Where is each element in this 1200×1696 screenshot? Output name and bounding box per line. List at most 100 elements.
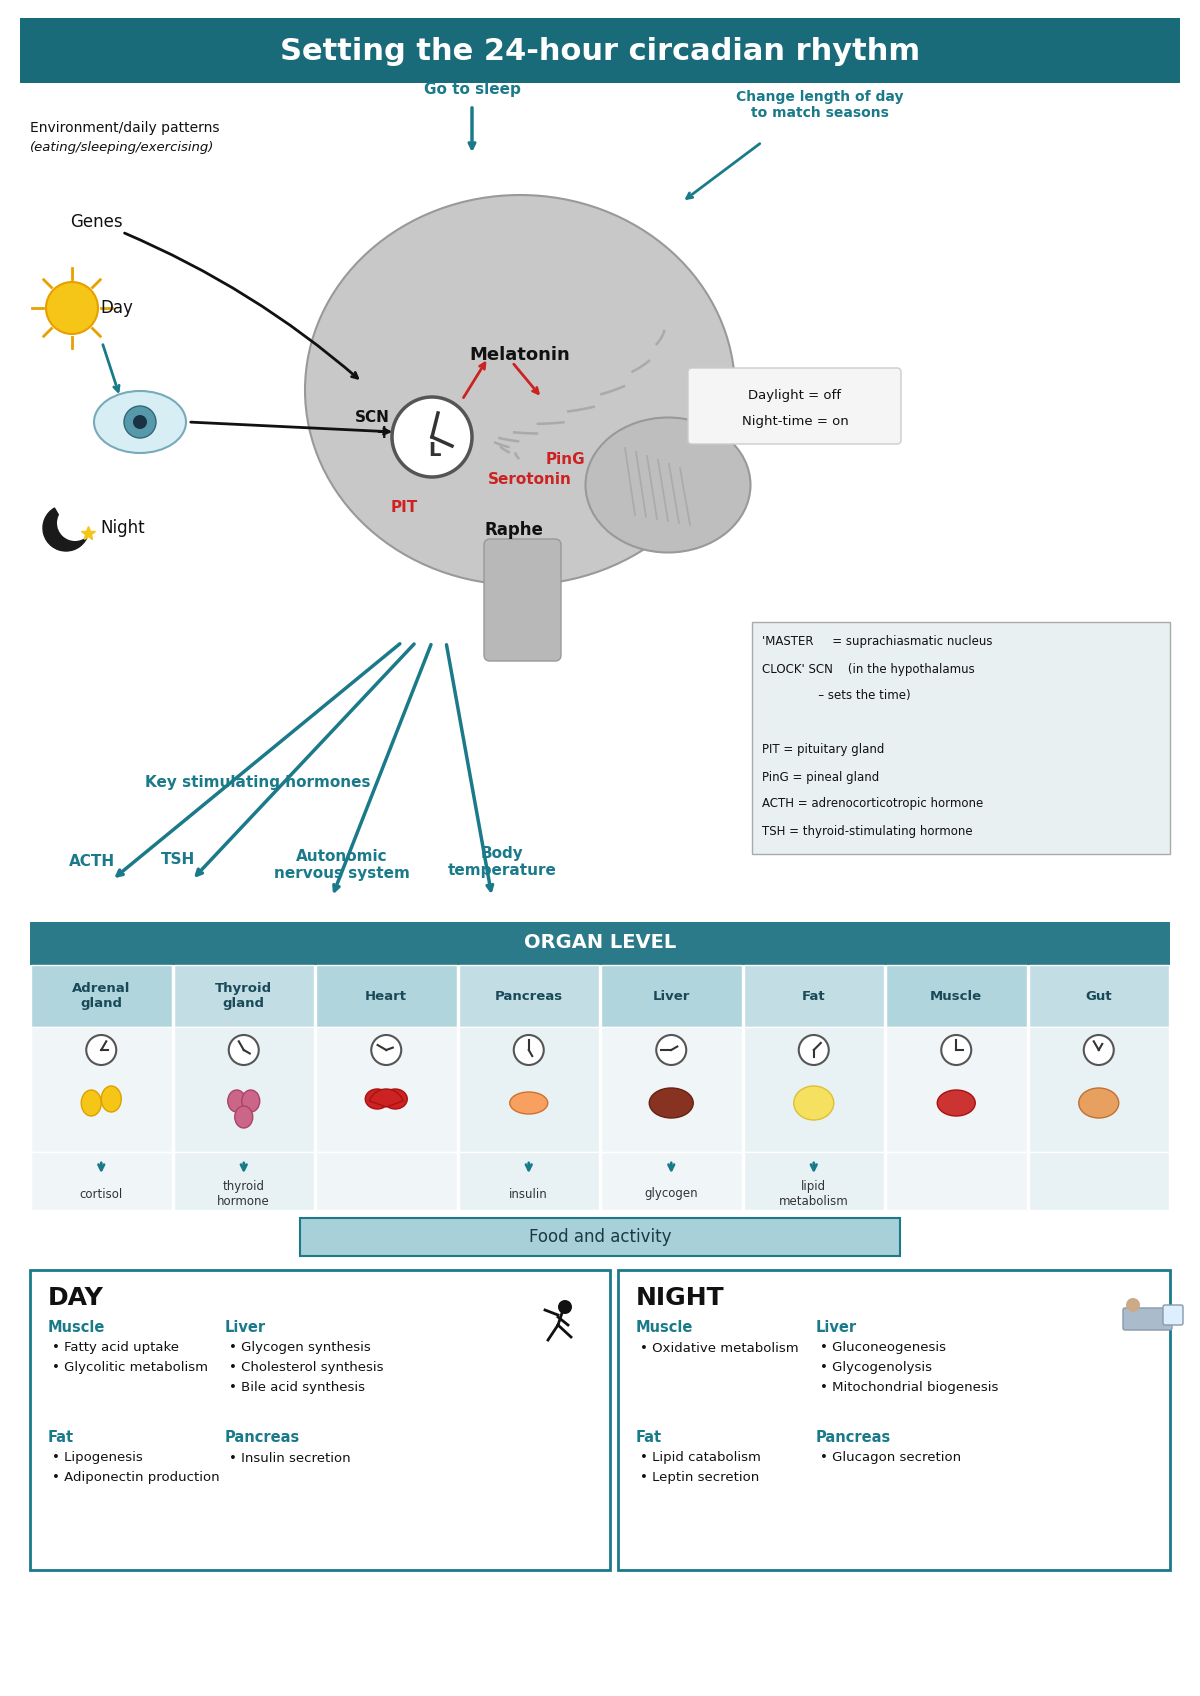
- FancyBboxPatch shape: [752, 622, 1170, 855]
- FancyBboxPatch shape: [316, 1028, 456, 1152]
- Text: CLOCK' SCN    (in the hypothalamus: CLOCK' SCN (in the hypothalamus: [762, 663, 974, 675]
- Text: NIGHT: NIGHT: [636, 1286, 725, 1309]
- Text: Muscle: Muscle: [636, 1321, 694, 1335]
- Circle shape: [371, 1035, 401, 1065]
- Text: • Adiponectin production: • Adiponectin production: [52, 1472, 220, 1484]
- Text: Muscle: Muscle: [930, 989, 983, 1002]
- Text: L: L: [428, 441, 440, 460]
- Text: • Mitochondrial biogenesis: • Mitochondrial biogenesis: [820, 1382, 998, 1394]
- Text: Pancreas: Pancreas: [226, 1430, 300, 1445]
- Wedge shape: [43, 509, 89, 551]
- Ellipse shape: [241, 1091, 259, 1113]
- FancyBboxPatch shape: [1028, 965, 1169, 1028]
- Ellipse shape: [649, 1089, 694, 1118]
- FancyBboxPatch shape: [618, 1270, 1170, 1570]
- FancyBboxPatch shape: [484, 539, 562, 661]
- Text: • Cholesterol synthesis: • Cholesterol synthesis: [229, 1362, 384, 1374]
- Ellipse shape: [305, 195, 734, 585]
- Text: TSH: TSH: [161, 853, 196, 867]
- Text: Melatonin: Melatonin: [469, 346, 570, 365]
- Text: PIT: PIT: [390, 500, 418, 514]
- Text: Go to sleep: Go to sleep: [424, 81, 521, 97]
- FancyBboxPatch shape: [174, 965, 314, 1028]
- Ellipse shape: [1079, 1089, 1118, 1118]
- Text: Pancreas: Pancreas: [816, 1430, 892, 1445]
- Text: Autonomic
nervous system: Autonomic nervous system: [274, 848, 410, 882]
- FancyBboxPatch shape: [458, 1028, 599, 1152]
- FancyBboxPatch shape: [744, 1028, 884, 1152]
- Text: • Insulin secretion: • Insulin secretion: [229, 1452, 350, 1465]
- Circle shape: [941, 1035, 971, 1065]
- Text: TSH = thyroid-stimulating hormone: TSH = thyroid-stimulating hormone: [762, 824, 973, 838]
- Circle shape: [229, 1035, 259, 1065]
- FancyBboxPatch shape: [458, 1152, 599, 1209]
- Circle shape: [656, 1035, 686, 1065]
- Text: • Gluconeogenesis: • Gluconeogenesis: [820, 1342, 946, 1355]
- Text: • Glycogen synthesis: • Glycogen synthesis: [229, 1342, 371, 1355]
- FancyBboxPatch shape: [601, 1152, 742, 1209]
- Ellipse shape: [82, 1091, 101, 1116]
- Text: Change length of day
to match seasons: Change length of day to match seasons: [737, 90, 904, 120]
- Ellipse shape: [228, 1091, 246, 1113]
- FancyBboxPatch shape: [30, 1270, 610, 1570]
- FancyBboxPatch shape: [20, 19, 1180, 83]
- Text: • Bile acid synthesis: • Bile acid synthesis: [229, 1382, 365, 1394]
- Text: (eating/sleeping/exercising): (eating/sleeping/exercising): [30, 141, 215, 154]
- FancyBboxPatch shape: [886, 1028, 1026, 1152]
- Text: PIT = pituitary gland: PIT = pituitary gland: [762, 743, 884, 756]
- Circle shape: [124, 405, 156, 438]
- Text: • Glucagon secretion: • Glucagon secretion: [820, 1452, 961, 1465]
- Text: • Glycogenolysis: • Glycogenolysis: [820, 1362, 932, 1374]
- FancyBboxPatch shape: [316, 965, 456, 1028]
- Circle shape: [799, 1035, 829, 1065]
- Text: Night: Night: [100, 519, 145, 538]
- Text: – sets the time): – sets the time): [762, 690, 911, 702]
- FancyBboxPatch shape: [601, 965, 742, 1028]
- FancyBboxPatch shape: [886, 965, 1026, 1028]
- Text: thyroid
hormone: thyroid hormone: [217, 1180, 270, 1208]
- FancyBboxPatch shape: [601, 1028, 742, 1152]
- Ellipse shape: [793, 1085, 834, 1119]
- Circle shape: [392, 397, 472, 477]
- Text: Muscle: Muscle: [48, 1321, 106, 1335]
- Ellipse shape: [586, 417, 750, 553]
- Text: 'MASTER     = suprachiasmatic nucleus: 'MASTER = suprachiasmatic nucleus: [762, 636, 992, 648]
- Text: Liver: Liver: [653, 989, 690, 1002]
- Text: • Fatty acid uptake: • Fatty acid uptake: [52, 1342, 179, 1355]
- Circle shape: [1126, 1297, 1140, 1313]
- Ellipse shape: [101, 1085, 121, 1113]
- FancyBboxPatch shape: [31, 1152, 172, 1209]
- Text: • Glycolitic metabolism: • Glycolitic metabolism: [52, 1362, 208, 1374]
- FancyBboxPatch shape: [1028, 1152, 1169, 1209]
- Circle shape: [514, 1035, 544, 1065]
- Text: SCN: SCN: [354, 409, 390, 424]
- Text: ORGAN LEVEL: ORGAN LEVEL: [524, 933, 676, 953]
- Circle shape: [133, 416, 148, 429]
- Ellipse shape: [383, 1089, 407, 1109]
- FancyBboxPatch shape: [1123, 1308, 1172, 1330]
- Text: Night-time = on: Night-time = on: [742, 416, 848, 429]
- Text: Fat: Fat: [802, 989, 826, 1002]
- Circle shape: [558, 1301, 572, 1314]
- Text: ACTH: ACTH: [68, 855, 115, 870]
- Text: Body
temperature: Body temperature: [448, 846, 557, 879]
- Text: Food and activity: Food and activity: [529, 1228, 671, 1247]
- Circle shape: [46, 282, 98, 334]
- Text: • Lipogenesis: • Lipogenesis: [52, 1452, 143, 1465]
- FancyBboxPatch shape: [174, 1152, 314, 1209]
- FancyBboxPatch shape: [458, 965, 599, 1028]
- Text: Raphe: Raphe: [485, 521, 544, 539]
- Ellipse shape: [365, 1089, 389, 1109]
- Circle shape: [86, 1035, 116, 1065]
- Text: Genes: Genes: [70, 214, 122, 231]
- Text: glycogen: glycogen: [644, 1187, 698, 1201]
- Text: Gut: Gut: [1086, 989, 1112, 1002]
- FancyBboxPatch shape: [744, 965, 884, 1028]
- Text: insulin: insulin: [509, 1187, 548, 1201]
- Text: PinG: PinG: [545, 451, 584, 466]
- Text: Key stimulating hormones: Key stimulating hormones: [145, 775, 371, 790]
- Text: Day: Day: [100, 298, 133, 317]
- Text: Liver: Liver: [816, 1321, 857, 1335]
- FancyBboxPatch shape: [688, 368, 901, 444]
- Circle shape: [1084, 1035, 1114, 1065]
